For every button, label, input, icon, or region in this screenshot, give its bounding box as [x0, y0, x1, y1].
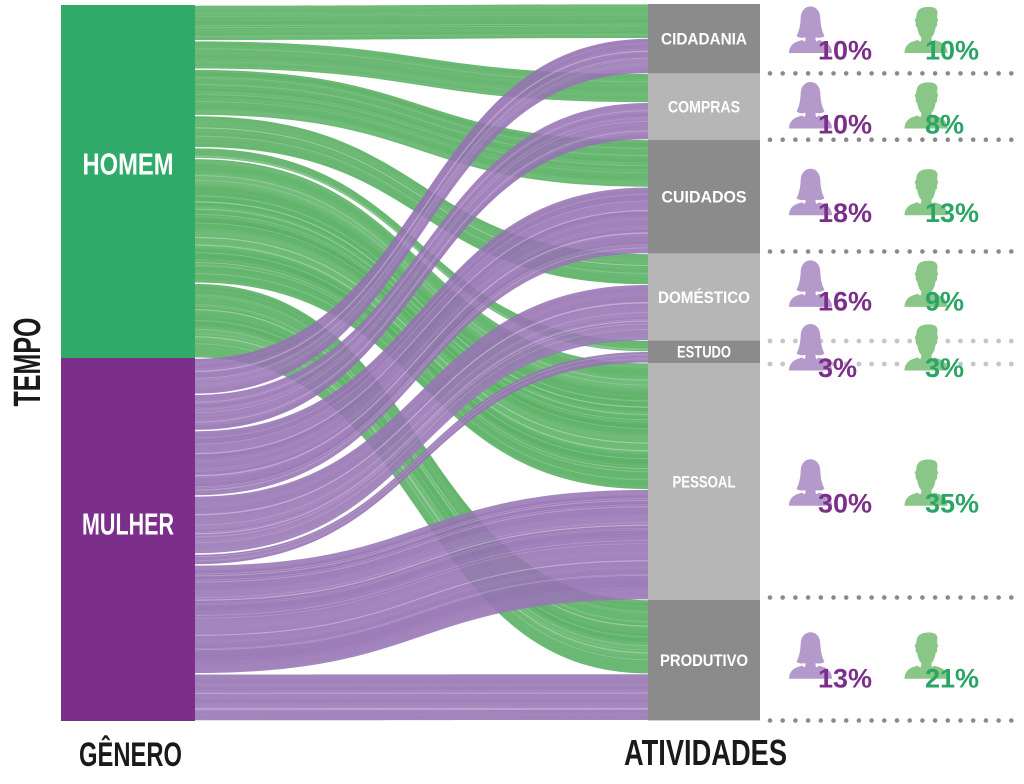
svg-text:3%: 3% — [818, 353, 857, 383]
svg-text:HOMEM: HOMEM — [83, 147, 174, 182]
svg-text:COMPRAS: COMPRAS — [668, 98, 740, 117]
svg-text:10%: 10% — [818, 36, 872, 66]
svg-text:18%: 18% — [818, 198, 872, 228]
svg-text:ATIVIDADES: ATIVIDADES — [624, 732, 787, 773]
svg-text:30%: 30% — [818, 488, 872, 518]
svg-text:13%: 13% — [818, 664, 872, 694]
svg-text:10%: 10% — [925, 36, 979, 66]
svg-text:16%: 16% — [818, 287, 872, 317]
svg-text:3%: 3% — [925, 353, 964, 383]
svg-text:PESSOAL: PESSOAL — [673, 472, 736, 491]
svg-text:PRODUTIVO: PRODUTIVO — [660, 651, 748, 670]
svg-text:CIDADANIA: CIDADANIA — [661, 30, 747, 49]
svg-text:10%: 10% — [818, 110, 872, 140]
svg-text:13%: 13% — [925, 198, 979, 228]
svg-text:35%: 35% — [925, 488, 979, 518]
svg-text:9%: 9% — [925, 287, 964, 317]
svg-text:21%: 21% — [925, 664, 979, 694]
svg-text:TEMPO: TEMPO — [7, 318, 49, 407]
svg-text:CUIDADOS: CUIDADOS — [662, 188, 747, 207]
svg-text:GÊNERO: GÊNERO — [79, 736, 182, 774]
svg-text:MULHER: MULHER — [82, 507, 174, 542]
svg-text:DOMÉSTICO: DOMÉSTICO — [658, 288, 750, 307]
svg-text:ESTUDO: ESTUDO — [677, 343, 731, 362]
svg-text:8%: 8% — [925, 110, 964, 140]
